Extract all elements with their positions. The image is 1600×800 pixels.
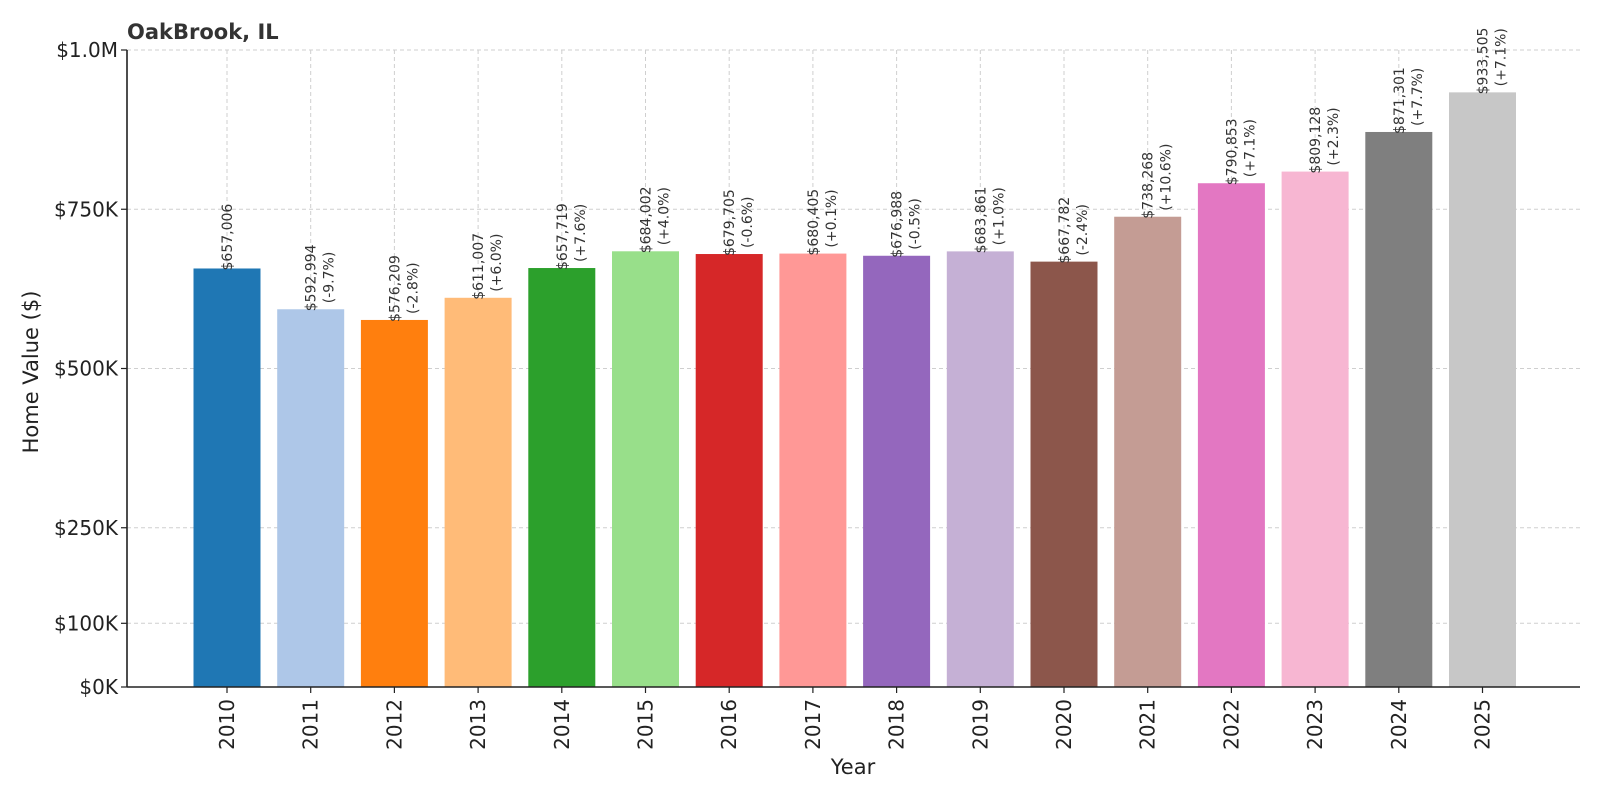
data-labels: $657,006 $592,994 (-9.7%) $576,209 (-2.8%) $6… bbox=[220, 28, 1510, 322]
value-label-2019: $683,861 bbox=[973, 187, 989, 254]
change-label-2019: (+1.0%) bbox=[991, 187, 1007, 245]
bar-2015 bbox=[612, 251, 679, 688]
bar-2012 bbox=[360, 319, 428, 687]
bar-2013 bbox=[444, 297, 512, 687]
y-tick-label: $1.0M bbox=[56, 38, 118, 62]
x-tick-label-2023: 2023 bbox=[1303, 699, 1327, 750]
value-label-2017: $680,405 bbox=[806, 189, 822, 256]
bar-2019 bbox=[946, 251, 1014, 687]
bar-2022 bbox=[1197, 183, 1265, 688]
x-tick-label-2017: 2017 bbox=[801, 699, 825, 750]
value-label-2018: $676,988 bbox=[890, 191, 906, 258]
x-tick-label-2019: 2019 bbox=[968, 699, 992, 750]
change-label-2020: (-2.4%) bbox=[1075, 204, 1091, 256]
y-tick-label: $750K bbox=[54, 197, 119, 221]
value-label-2021: $738,268 bbox=[1141, 152, 1157, 219]
y-axis-title: Home Value ($) bbox=[19, 291, 43, 454]
change-label-2016: (-0.6%) bbox=[740, 196, 756, 248]
bar-2020 bbox=[1030, 261, 1098, 687]
value-label-2010: $657,006 bbox=[220, 204, 236, 271]
bar-2017 bbox=[779, 253, 847, 687]
x-axis-title: Year bbox=[830, 755, 876, 779]
y-tick-label: $250K bbox=[54, 516, 119, 540]
value-label-2011: $592,994 bbox=[304, 244, 320, 311]
value-label-2022: $790,853 bbox=[1224, 118, 1240, 185]
bar-2016 bbox=[695, 254, 763, 688]
change-label-2017: (+0.1%) bbox=[824, 189, 840, 247]
value-label-2025: $933,505 bbox=[1476, 28, 1492, 95]
x-tick-label-2024: 2024 bbox=[1387, 699, 1411, 750]
x-axis: 2010 2011 2012 2013 2014 2015 2016 2017 2018 2019… bbox=[127, 686, 1580, 750]
value-label-2020: $667,782 bbox=[1057, 197, 1073, 264]
bar-2018 bbox=[863, 255, 931, 687]
x-tick-label-2012: 2012 bbox=[382, 699, 406, 750]
bar-2023 bbox=[1281, 171, 1349, 688]
x-tick-label-2021: 2021 bbox=[1136, 699, 1160, 750]
change-label-2021: (+10.6%) bbox=[1159, 144, 1175, 211]
x-tick-label-2018: 2018 bbox=[885, 699, 909, 750]
x-tick-label-2020: 2020 bbox=[1052, 699, 1076, 750]
y-tick-label: $0K bbox=[79, 675, 118, 699]
change-label-2015: (+4.0%) bbox=[657, 187, 673, 245]
bar-2021 bbox=[1114, 216, 1182, 688]
value-label-2013: $611,007 bbox=[471, 233, 487, 300]
change-label-2012: (-2.8%) bbox=[405, 262, 421, 314]
y-tick-label: $100K bbox=[54, 611, 119, 635]
x-tick-label-2010: 2010 bbox=[215, 699, 239, 750]
x-tick-label-2015: 2015 bbox=[634, 699, 658, 750]
x-tick-label-2014: 2014 bbox=[550, 699, 574, 750]
x-tick-label-2025: 2025 bbox=[1471, 699, 1495, 750]
change-label-2013: (+6.0%) bbox=[489, 234, 505, 292]
x-tick-label-2016: 2016 bbox=[717, 699, 741, 750]
change-label-2024: (+7.7%) bbox=[1410, 68, 1426, 126]
bar-2025 bbox=[1449, 92, 1516, 688]
value-label-2024: $871,301 bbox=[1392, 67, 1408, 134]
change-label-2018: (-0.5%) bbox=[908, 198, 924, 250]
chart-title: OakBrook, IL bbox=[127, 20, 279, 44]
x-tick-label-2013: 2013 bbox=[466, 699, 490, 750]
change-label-2025: (+7.1%) bbox=[1494, 28, 1510, 86]
bar-2011 bbox=[277, 309, 345, 687]
value-label-2012: $576,209 bbox=[387, 255, 403, 322]
grid-lines bbox=[127, 49, 1580, 688]
change-label-2014: (+7.6%) bbox=[573, 204, 589, 262]
change-label-2022: (+7.1%) bbox=[1242, 119, 1258, 177]
change-label-2023: (+2.3%) bbox=[1326, 107, 1342, 165]
bar-2010 bbox=[193, 268, 261, 687]
value-label-2015: $684,002 bbox=[639, 186, 655, 253]
bars bbox=[193, 92, 1516, 688]
x-tick-label-2011: 2011 bbox=[299, 699, 323, 750]
value-label-2023: $809,128 bbox=[1308, 107, 1324, 174]
y-axis: $0K $100K $250K $500K $750K $1.0M bbox=[54, 38, 128, 699]
x-tick-label-2022: 2022 bbox=[1219, 699, 1243, 750]
value-label-2016: $679,705 bbox=[722, 189, 738, 256]
change-label-2011: (-9.7%) bbox=[322, 252, 338, 304]
bar-2014 bbox=[528, 268, 596, 687]
bar-2024 bbox=[1365, 131, 1433, 687]
y-tick-label: $500K bbox=[54, 357, 119, 381]
value-label-2014: $657,719 bbox=[555, 203, 571, 270]
